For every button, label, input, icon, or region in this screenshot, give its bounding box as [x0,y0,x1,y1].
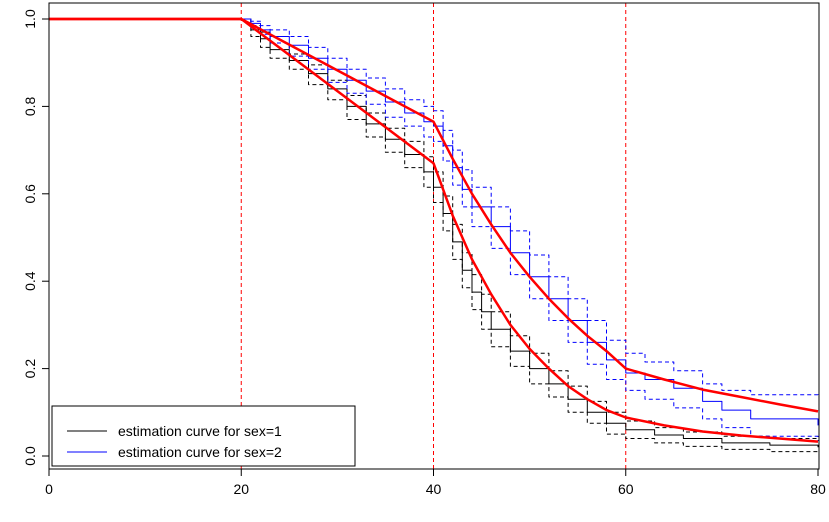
y-tick-label-3: 0.6 [22,184,38,204]
y-axis: 0.0 0.2 0.4 0.6 0.8 1.0 [22,9,50,466]
legend-box [51,405,356,467]
y-tick-label-0: 0.0 [22,446,38,466]
x-tick-label-2: 40 [426,481,442,497]
series-line-7 [49,17,819,413]
x-tick-label-4: 80 [810,481,826,497]
y-tick-label-5: 1.0 [22,9,38,29]
legend-label-1: estimation curve for sex=1 [118,423,282,439]
series-group [49,17,819,453]
y-tick-label-2: 0.4 [22,271,38,291]
series-line-6 [49,18,819,441]
series-line-8 [49,17,819,443]
x-tick-label-1: 20 [233,481,249,497]
x-axis: 0 20 40 60 80 [45,468,826,497]
y-tick-label-1: 0.2 [22,359,38,379]
legend-label-2: estimation curve for sex=2 [118,444,282,460]
series-line-5 [49,18,819,397]
y-tick-label-4: 0.8 [22,96,38,116]
x-tick-label-0: 0 [45,481,53,497]
reference-lines [240,3,627,469]
x-tick-label-3: 60 [618,481,634,497]
series-line-3 [49,18,819,453]
legend: estimation curve for sex=1 estimation cu… [51,405,356,467]
